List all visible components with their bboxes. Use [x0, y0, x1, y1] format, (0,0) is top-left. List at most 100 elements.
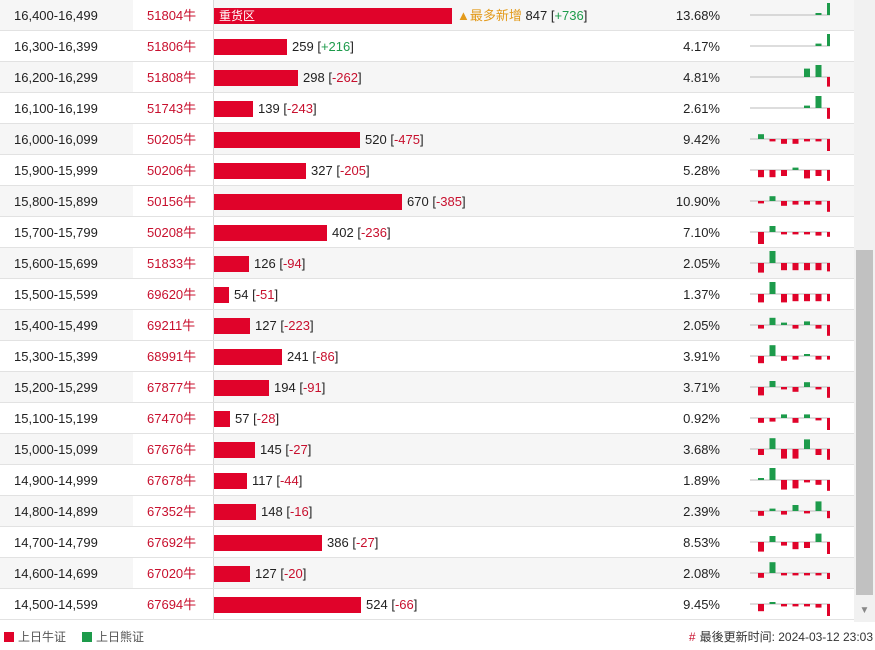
- table-row[interactable]: 16,100-16,199 51743牛 139 [-243] 2.61%: [0, 93, 854, 124]
- warrant-code-link[interactable]: 50156牛: [147, 194, 197, 209]
- table-row[interactable]: 14,900-14,999 67678牛 117 [-44] 1.89%: [0, 465, 854, 496]
- sparkline-bar: [827, 232, 830, 237]
- vertical-scrollbar[interactable]: ▼: [854, 0, 875, 622]
- sparkline-bar: [804, 201, 810, 205]
- column-divider: [213, 403, 214, 433]
- table-row[interactable]: 14,600-14,699 67020牛 127 [-20] 2.08%: [0, 558, 854, 589]
- warrant-code-link[interactable]: 51833牛: [147, 256, 197, 271]
- sparkline-bar: [758, 542, 764, 552]
- strike-range: 15,300-15,399: [14, 349, 98, 364]
- warrant-code-link[interactable]: 50205牛: [147, 132, 197, 147]
- sparkline-bar: [792, 604, 799, 607]
- percentage: 2.05%: [683, 318, 720, 333]
- column-divider: [213, 124, 214, 154]
- sparkline-bar: [781, 449, 787, 459]
- table-row[interactable]: 14,500-14,599 67694牛 524 [-66] 9.45%: [0, 589, 854, 620]
- value-change: +216: [320, 39, 351, 54]
- warrant-code-link[interactable]: 67678牛: [147, 473, 197, 488]
- value-text: 139 [-243]: [258, 101, 317, 116]
- warrant-code-link[interactable]: 51804牛: [147, 8, 197, 23]
- warrant-code-link[interactable]: 50208牛: [147, 225, 197, 240]
- value-text: 241 [-86]: [287, 349, 339, 364]
- warrant-code-link[interactable]: 68991牛: [147, 349, 197, 364]
- sparkline: [750, 345, 830, 364]
- warrant-code-link[interactable]: 51806牛: [147, 39, 197, 54]
- volume-bar: [214, 473, 247, 489]
- table-row[interactable]: 15,600-15,699 51833牛 126 [-94] 2.05%: [0, 248, 854, 279]
- warrant-code-link[interactable]: 67352牛: [147, 504, 197, 519]
- warrant-code-link[interactable]: 69211牛: [147, 318, 196, 333]
- warrant-code-link[interactable]: 67676牛: [147, 442, 197, 457]
- scrollbar-thumb[interactable]: [856, 250, 873, 595]
- code-cell: 68991牛: [133, 341, 213, 371]
- bear-swatch-icon: [82, 632, 92, 642]
- table-row[interactable]: 15,200-15,299 67877牛 194 [-91] 3.71%: [0, 372, 854, 403]
- sparkline-bar: [758, 170, 764, 178]
- scroll-down-arrow-icon[interactable]: ▼: [859, 605, 870, 616]
- sparkline: [750, 134, 830, 151]
- sparkline-bar: [781, 356, 787, 361]
- sparkline-bar: [781, 511, 787, 515]
- table-row[interactable]: 15,500-15,599 69620牛 54 [-51] 1.37%: [0, 279, 854, 310]
- sparkline-bar: [758, 418, 764, 423]
- sparkline-bar: [758, 478, 764, 480]
- sparkline-bar: [792, 356, 799, 360]
- sparkline-bar: [827, 418, 830, 430]
- sparkline: [750, 167, 830, 181]
- table-row[interactable]: 15,900-15,999 50206牛 327 [-205] 5.28%: [0, 155, 854, 186]
- warrant-code-link[interactable]: 51808牛: [147, 70, 197, 85]
- sparkline-bar: [815, 573, 822, 576]
- sparkline-bar: [815, 170, 822, 176]
- column-divider: [213, 186, 214, 216]
- sparkline-bar: [792, 167, 799, 170]
- sparkline-bar: [815, 232, 822, 236]
- table-row[interactable]: 14,700-14,799 67692牛 386 [-27] 8.53%: [0, 527, 854, 558]
- legend-bull-label: 上日牛证: [18, 630, 67, 644]
- sparkline-bar: [758, 201, 764, 204]
- table-row[interactable]: 16,300-16,399 51806牛 259 [+216] 4.17%: [0, 31, 854, 62]
- warrant-code-link[interactable]: 51743牛: [147, 101, 197, 116]
- warrant-code-link[interactable]: 50206牛: [147, 163, 197, 178]
- sparkline-bar: [792, 325, 799, 329]
- sparkline-bar: [804, 68, 810, 77]
- code-cell: 67678牛: [133, 465, 213, 495]
- sparkline-bar: [781, 139, 787, 144]
- value-text: 148 [-16]: [261, 504, 313, 519]
- value-number: 57: [235, 411, 250, 426]
- sparkline-bar: [815, 356, 822, 360]
- warrant-code-link[interactable]: 67470牛: [147, 411, 197, 426]
- strike-range: 15,200-15,299: [14, 380, 98, 395]
- warrant-code-link[interactable]: 67694牛: [147, 597, 197, 612]
- table-row[interactable]: 16,400-16,499 51804牛 重货区 ▲最多新增 847 [+736] 13…: [0, 0, 854, 31]
- strike-range: 15,100-15,199: [14, 411, 98, 426]
- sparkline-bar: [769, 345, 776, 356]
- warrant-code-link[interactable]: 69620牛: [147, 287, 197, 302]
- value-text: 402 [-236]: [332, 225, 391, 240]
- table-row[interactable]: 16,000-16,099 50205牛 520 [-475] 9.42%: [0, 124, 854, 155]
- sparkline-bar: [804, 105, 810, 108]
- table-row[interactable]: 15,300-15,399 68991牛 241 [-86] 3.91%: [0, 341, 854, 372]
- warrant-code-link[interactable]: 67877牛: [147, 380, 197, 395]
- table-row[interactable]: 15,700-15,799 50208牛 402 [-236] 7.10%: [0, 217, 854, 248]
- sparkline-bar: [815, 96, 822, 108]
- warrant-code-link[interactable]: 67692牛: [147, 535, 197, 550]
- sparkline-bar: [815, 294, 822, 302]
- table-row[interactable]: 15,800-15,899 50156牛 670 [-385] 10.90%: [0, 186, 854, 217]
- table-row[interactable]: 16,200-16,299 51808牛 298 [-262] 4.81%: [0, 62, 854, 93]
- warrant-code-link[interactable]: 67020牛: [147, 566, 197, 581]
- percentage: 0.92%: [683, 411, 720, 426]
- sparkline-bar: [804, 573, 810, 576]
- sparkline: [750, 468, 830, 491]
- sparkline-bar: [815, 418, 822, 421]
- table-row[interactable]: 15,000-15,099 67676牛 145 [-27] 3.68%: [0, 434, 854, 465]
- value-number: 520: [365, 132, 387, 147]
- value-number: 194: [274, 380, 296, 395]
- percentage: 1.37%: [683, 287, 720, 302]
- table-row[interactable]: 14,800-14,899 67352牛 148 [-16] 2.39%: [0, 496, 854, 527]
- volume-bar: [214, 256, 249, 272]
- percentage: 3.91%: [683, 349, 720, 364]
- last-updated-label: 最後更新时间:: [699, 630, 775, 644]
- value-text: 194 [-91]: [274, 380, 326, 395]
- table-row[interactable]: 15,400-15,499 69211牛 127 [-223] 2.05%: [0, 310, 854, 341]
- table-row[interactable]: 15,100-15,199 67470牛 57 [-28] 0.92%: [0, 403, 854, 434]
